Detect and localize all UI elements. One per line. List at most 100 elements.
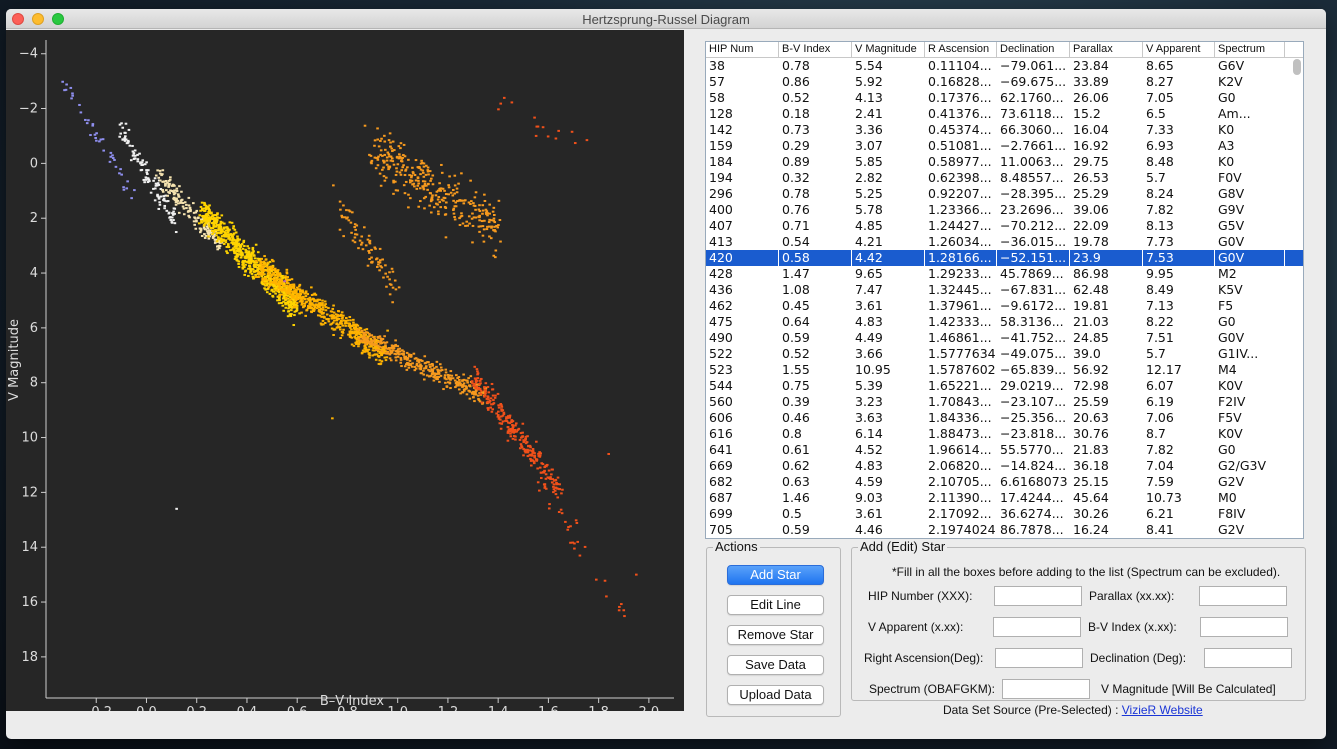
table-row[interactable]: 128 0.18 2.41 0.41376... 73.6118... 15.2 6.5 Am… [706,106,1303,122]
star-point [315,307,319,310]
star-point [310,302,314,305]
star-point [376,138,380,141]
vizier-website-link[interactable]: VizieR Website [1121,703,1203,717]
star-point [215,220,219,223]
star-point [211,232,214,235]
table-row[interactable]: 184 0.89 5.85 0.58977... 11.0063... 29.75 8.48… [706,154,1303,170]
star-point [385,341,389,344]
spectrum-input[interactable] [1002,679,1090,699]
maximize-window-button[interactable] [52,13,64,25]
table-row[interactable]: 641 0.61 4.52 1.96614... 55.5770... 21.83 7.82… [706,442,1303,458]
table-row[interactable]: 699 0.5 3.61 2.17092... 36.6274... 30.26 6.21 F… [706,506,1303,522]
table-row[interactable]: 159 0.29 3.07 0.51081... −2.7661... 16.92 6.93… [706,138,1303,154]
table-row[interactable]: 560 0.39 3.23 1.70843... −23.107... 25.59 6.19… [706,394,1303,410]
star-point [265,269,269,272]
table-row[interactable]: 669 0.62 4.83 2.06820... −14.824... 36.18 7.04… [706,458,1303,474]
star-table[interactable]: HIP Num B-V Index V Magnitude R Ascension De… [705,41,1304,539]
star-point [490,403,493,406]
column-header[interactable]: V Apparent [1143,42,1215,57]
star-point [342,319,346,322]
save-data-button[interactable]: Save Data [727,655,824,675]
table-row[interactable]: 682 0.63 4.59 2.10705... 6.6168073 25.15 7.59 G… [706,474,1303,490]
declination-input[interactable] [1204,648,1292,668]
star-point [374,247,377,250]
star-point [353,241,357,244]
star-point [525,441,529,444]
edit-line-button[interactable]: Edit Line [727,595,824,615]
star-point [220,221,224,224]
star-point [170,221,174,224]
star-point [232,227,235,230]
star-point [247,267,250,270]
star-point [265,280,269,283]
star-point [447,186,451,189]
column-header[interactable]: V Magnitude [852,42,925,57]
table-row[interactable]: 490 0.59 4.49 1.46861... −41.752... 24.85 7.51… [706,330,1303,346]
star-point [370,343,374,346]
star-point [127,128,131,131]
table-row[interactable]: 57 0.86 5.92 0.16828... −69.675... 33.89 8.27 K… [706,74,1303,90]
table-scrollbar[interactable] [1293,59,1301,75]
table-row[interactable]: 194 0.32 2.82 0.62398... 8.48557... 26.53 5.7 F… [706,170,1303,186]
add-star-button[interactable]: Add Star [727,565,824,585]
table-row[interactable]: 413 0.54 4.21 1.26034... −36.015... 19.78 7.73… [706,234,1303,250]
table-row[interactable]: 420 0.58 4.42 1.28166... −52.151... 23.9 7.53 G… [706,250,1303,266]
star-point [203,233,206,236]
close-window-button[interactable] [12,13,24,25]
star-point [362,333,366,336]
table-row[interactable]: 436 1.08 7.47 1.32445... −67.831... 62.48 8.49… [706,282,1303,298]
minimize-window-button[interactable] [32,13,44,25]
upload-data-button[interactable]: Upload Data [727,685,824,705]
table-row[interactable]: 38 0.78 5.54 0.11104... −79.061... 23.84 8.65 G… [706,58,1303,74]
table-row[interactable]: 428 1.47 9.65 1.29233... 45.7869... 86.98 9.95… [706,266,1303,282]
star-point [434,194,438,197]
table-row[interactable]: 58 0.52 4.13 0.17376... 62.1760... 26.06 7.05 G… [706,90,1303,106]
hip-number-input[interactable] [994,586,1082,606]
bv-index-input[interactable] [1200,617,1288,637]
star-point [327,320,331,323]
table-row[interactable]: 475 0.64 4.83 1.42333... 58.3136... 21.03 8.22… [706,314,1303,330]
star-point [230,234,233,237]
ra-input[interactable] [995,648,1083,668]
table-cell: 3.07 [855,138,883,153]
column-header[interactable]: R Ascension [925,42,997,57]
table-row[interactable]: 687 1.46 9.03 2.11390... 17.4244... 45.64 10.7… [706,490,1303,506]
remove-star-button[interactable]: Remove Star [727,625,824,645]
table-row[interactable]: 462 0.45 3.61 1.37961... −9.6172... 19.81 7.13… [706,298,1303,314]
star-point [560,512,564,515]
star-point [348,326,352,329]
table-row[interactable]: 606 0.46 3.63 1.84336... −25.356... 20.63 7.06… [706,410,1303,426]
table-row[interactable]: 142 0.73 3.36 0.45374... 66.3060... 16.04 7.33… [706,122,1303,138]
table-row[interactable]: 705 0.59 4.46 2.1974024 86.7878... 16.24 8.41 G… [706,522,1303,538]
table-cell: 62.1760... [1000,90,1064,105]
star-point [140,163,144,166]
table-row[interactable]: 523 1.55 10.95 1.5787602 −65.839... 56.92 12.1… [706,362,1303,378]
star-point [448,381,452,384]
star-point [347,324,351,327]
star-point [136,158,140,161]
column-header[interactable]: B-V Index [779,42,852,57]
star-point [484,392,487,395]
column-header[interactable]: HIP Num [706,42,779,57]
table-cell: 1.70843... [928,394,992,409]
table-cell: M4 [1218,362,1237,377]
table-row[interactable]: 616 0.8 6.14 1.88473... −23.818... 30.76 8.7 K0… [706,426,1303,442]
star-point [287,287,290,290]
table-row[interactable]: 544 0.75 5.39 1.65221... 29.0219... 72.98 6.07… [706,378,1303,394]
star-point [109,155,113,158]
table-row[interactable]: 522 0.52 3.66 1.5777634 −49.075... 39.0 5.7 G1I… [706,346,1303,362]
table-row[interactable]: 407 0.71 4.85 1.24427... −70.212... 22.09 8.13… [706,218,1303,234]
star-point [425,184,428,187]
parallax-input[interactable] [1199,586,1287,606]
star-point [368,345,371,348]
table-row[interactable]: 400 0.76 5.78 1.23366... 23.2696... 39.06 7.82… [706,202,1303,218]
v-apparent-input[interactable] [993,617,1081,637]
table-row[interactable]: 296 0.78 5.25 0.92207... −28.395... 25.29 8.24… [706,186,1303,202]
column-header[interactable]: Declination [997,42,1070,57]
star-point [310,298,314,301]
star-point [189,208,192,211]
star-point [495,224,498,227]
table-cell: 184 [709,154,733,169]
column-header[interactable]: Parallax [1070,42,1143,57]
column-header[interactable]: Spectrum [1215,42,1285,57]
